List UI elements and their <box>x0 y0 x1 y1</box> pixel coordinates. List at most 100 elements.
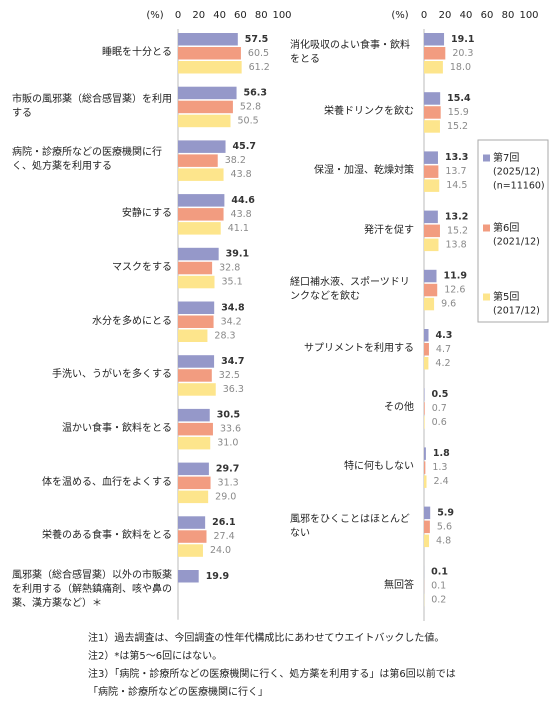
category-label: 風邪をひくことはほとんどない <box>290 499 414 555</box>
value-label: 31.3 <box>218 477 239 488</box>
value-label: 30.5 <box>217 410 240 421</box>
label-text: 病院・診療所などの医療機関に行く、処方薬を利用する <box>12 147 162 173</box>
label-text: 発汗を促す <box>364 224 414 236</box>
legend-name: 第5回 <box>493 290 519 303</box>
label-text: 特に何もしない <box>344 461 414 473</box>
value-label: 0.7 <box>432 403 447 414</box>
label-text: 安静にする <box>121 208 172 220</box>
value-label: 34.7 <box>221 356 244 367</box>
legend-name: 第7回 <box>493 151 519 164</box>
value-label: 18.0 <box>450 62 471 73</box>
category-label: その他 <box>290 380 414 436</box>
category-label: 手洗い、うがいを多くする <box>12 347 172 403</box>
label-text: 風邪薬（総合感冒薬）以外の市販薬を利用する（解熱鎮痛剤、咳や鼻の薬、漢方薬など）… <box>12 570 172 609</box>
bar <box>178 544 203 557</box>
bar <box>178 383 216 396</box>
bar <box>424 61 443 74</box>
x-tick-label: 20 <box>192 10 205 21</box>
bar <box>178 61 242 74</box>
bar <box>424 447 426 460</box>
label-text: その他 <box>384 402 414 414</box>
value-label: 1.8 <box>433 448 450 459</box>
value-label: 0.1 <box>431 567 448 578</box>
bar <box>424 475 427 488</box>
x-tick-label: 40 <box>460 10 473 21</box>
label-text: 手洗い、うがいを多くする <box>52 369 172 381</box>
value-label: 9.6 <box>441 299 456 310</box>
value-label: 28.3 <box>214 330 235 341</box>
bar <box>178 194 225 207</box>
value-label: 0.5 <box>432 389 449 400</box>
bar <box>178 369 212 382</box>
value-label: 0.6 <box>432 417 447 428</box>
value-label: 4.8 <box>436 535 451 546</box>
category-label: 経口補水液、スポーツドリンクなどを飲む <box>290 262 414 318</box>
value-label: 29.0 <box>215 491 236 502</box>
value-label: 19.9 <box>206 571 229 582</box>
value-label: 26.1 <box>212 517 235 528</box>
bar <box>424 210 438 224</box>
x-tick-label: 60 <box>234 10 247 21</box>
value-label: 15.4 <box>447 93 471 104</box>
bar <box>424 165 439 178</box>
bar <box>424 106 441 119</box>
legend-period: (2017/12) <box>493 306 540 317</box>
legend-sample: (n=11160) <box>493 181 545 192</box>
x-tick-label: 100 <box>272 10 291 21</box>
value-label: 13.8 <box>445 239 466 250</box>
bar <box>178 329 208 342</box>
value-label: 4.3 <box>436 330 453 341</box>
bar <box>424 343 429 356</box>
unit-label: (%) <box>146 10 163 21</box>
bar <box>424 269 437 283</box>
value-label: 29.7 <box>216 463 239 474</box>
value-label: 43.8 <box>231 209 252 220</box>
value-label: 44.6 <box>231 195 255 206</box>
value-label: 39.1 <box>226 249 249 260</box>
value-label: 33.6 <box>220 424 241 435</box>
category-label: 温かい食事・飲料をとる <box>12 401 172 457</box>
value-label: 19.1 <box>451 34 474 45</box>
label-text: 体を温める、血行をよくする <box>42 476 172 488</box>
label-text: 栄養ドリンクを飲む <box>324 106 414 118</box>
bar <box>424 520 430 534</box>
value-label: 5.9 <box>437 507 454 518</box>
value-label: 32.8 <box>219 263 240 274</box>
value-label: 52.8 <box>240 101 261 112</box>
category-label: 消化吸収のよい食事・飲料をとる <box>290 25 414 81</box>
bar <box>424 461 426 474</box>
value-label: 4.2 <box>435 358 450 369</box>
bar <box>424 92 441 105</box>
value-label: 35.1 <box>222 277 243 288</box>
unit-label: (%) <box>391 10 408 21</box>
bar <box>178 114 231 128</box>
bar <box>424 224 440 238</box>
value-label: 34.2 <box>221 316 242 327</box>
category-label: サプリメントを利用する <box>290 321 414 377</box>
label-text: サプリメントを利用する <box>304 343 414 354</box>
value-label: 56.3 <box>244 87 267 98</box>
x-tick-label: 0 <box>175 10 181 21</box>
bar <box>424 506 431 520</box>
bar <box>424 33 445 46</box>
category-label: 発汗を促す <box>290 203 414 259</box>
category-label: 特に何もしない <box>290 439 414 495</box>
category-label: 安静にする <box>12 186 172 242</box>
value-label: 0.1 <box>431 581 446 592</box>
value-label: 24.0 <box>210 545 231 556</box>
bar <box>424 329 429 342</box>
category-label: 栄養ドリンクを飲む <box>290 84 414 140</box>
legend-period: (2025/12) <box>493 167 540 178</box>
value-label: 34.8 <box>221 302 245 313</box>
value-label: 43.8 <box>231 169 252 180</box>
label-text: 水分を多めにとる <box>92 315 172 327</box>
bar <box>178 462 209 476</box>
legend-swatch <box>483 224 490 232</box>
legend-swatch <box>483 154 490 162</box>
category-label: 無回答 <box>290 558 414 614</box>
bar <box>424 151 438 164</box>
bar <box>424 283 438 297</box>
note: 注3）「病院・診療所などの医療機関に行く、処方薬を利用する」は第6回以前では <box>88 669 456 680</box>
value-label: 41.1 <box>228 223 249 234</box>
